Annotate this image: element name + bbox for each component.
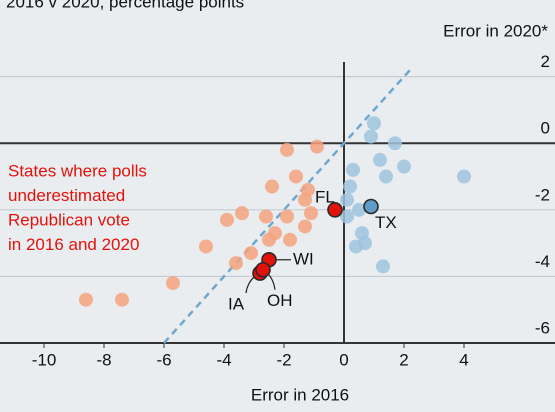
parity-line: [163, 69, 411, 344]
point: [262, 232, 276, 247]
point: [346, 162, 360, 177]
point: [397, 159, 411, 174]
point: [310, 139, 324, 154]
x-tick-label: 2: [399, 350, 408, 369]
point: [367, 116, 381, 131]
point: [255, 261, 271, 278]
annotation: underestimated: [8, 186, 125, 205]
point-label: FL: [315, 187, 335, 206]
y-tick-label: 0: [541, 119, 550, 138]
x-tick-label: -2: [276, 350, 291, 369]
x-axis-title: Error in 2016: [251, 385, 349, 404]
point-label: TX: [375, 213, 397, 232]
y-tick-label: 2: [541, 52, 550, 71]
point: [388, 136, 402, 151]
point: [235, 206, 249, 221]
x-tick-label: -6: [156, 350, 171, 369]
point: [364, 129, 378, 144]
point: [289, 169, 303, 184]
point: [199, 239, 213, 254]
point: [280, 209, 294, 224]
point: [220, 212, 234, 227]
annotation: States where polls: [8, 161, 147, 180]
point: [115, 292, 129, 307]
x-tick-label: 4: [459, 350, 468, 369]
point: [79, 292, 93, 307]
point: [280, 142, 294, 157]
point: [327, 202, 343, 218]
point: [352, 202, 366, 217]
point-label: OH: [267, 291, 293, 310]
point-label: WI: [293, 249, 314, 268]
point: [259, 209, 273, 224]
point: [304, 206, 318, 221]
x-tick-label: -8: [96, 350, 111, 369]
point: [283, 232, 297, 247]
x-tick-label: 0: [339, 350, 348, 369]
point: [373, 152, 387, 167]
point: [379, 169, 393, 184]
point-label: IA: [228, 295, 245, 314]
y-axis-title: Error in 2020*: [443, 21, 548, 40]
point: [343, 179, 357, 194]
y-tick-label: -6: [535, 318, 550, 337]
point: [166, 276, 180, 291]
y-tick-label: -4: [535, 252, 550, 271]
x-tick-label: -10: [32, 350, 57, 369]
point: [457, 169, 471, 184]
point: [376, 259, 390, 274]
point: [358, 236, 372, 251]
x-tick-label: -4: [216, 350, 231, 369]
point: [363, 198, 379, 215]
point: [340, 192, 354, 207]
subtitle: 2016 v 2020, percentage points: [6, 0, 244, 11]
point: [340, 209, 354, 224]
annotation: Republican vote: [8, 210, 130, 229]
y-tick-label: -2: [535, 185, 550, 204]
point: [298, 219, 312, 234]
annotation: in 2016 and 2020: [8, 235, 139, 254]
point: [229, 256, 243, 271]
point: [298, 192, 312, 207]
point: [244, 246, 258, 261]
point: [265, 179, 279, 194]
